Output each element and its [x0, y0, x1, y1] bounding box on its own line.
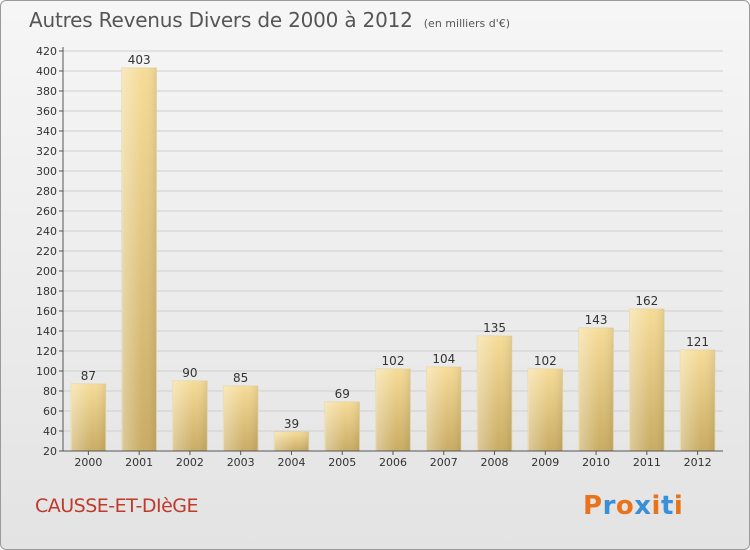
y-tick-label: 200 — [36, 265, 57, 278]
x-tick-label-2000: 2000 — [74, 456, 102, 469]
y-tick-label: 360 — [36, 105, 57, 118]
chart-title-row: Autres Revenus Divers de 2000 à 2012 (en… — [29, 8, 510, 32]
x-tick-label-2003: 2003 — [227, 456, 255, 469]
value-label-2004: 39 — [284, 417, 299, 431]
y-tick-label: 60 — [43, 405, 57, 418]
value-label-2012: 121 — [686, 335, 709, 349]
x-tick-label-2009: 2009 — [531, 456, 559, 469]
y-tick-label: 120 — [36, 345, 57, 358]
y-tick-label: 280 — [36, 185, 57, 198]
value-label-2001: 403 — [128, 53, 151, 67]
chart-title: Autres Revenus Divers de 2000 à 2012 — [29, 8, 413, 32]
value-label-2008: 135 — [483, 321, 506, 335]
chart-subtitle: (en milliers d'€) — [423, 17, 511, 30]
value-label-2010: 143 — [585, 313, 608, 327]
y-tick-label: 40 — [43, 425, 57, 438]
x-tick-label-2004: 2004 — [277, 456, 305, 469]
y-tick-label: 140 — [36, 325, 57, 338]
value-label-2011: 162 — [635, 294, 658, 308]
value-label-2000: 87 — [81, 369, 96, 383]
logo-letter: P — [583, 491, 603, 521]
y-tick-label: 80 — [43, 385, 57, 398]
y-tick-label: 180 — [36, 285, 57, 298]
value-label-2009: 102 — [534, 354, 557, 368]
logo-letter: r — [602, 491, 616, 521]
bar-shade-2006 — [375, 369, 411, 451]
y-tick-label: 420 — [36, 45, 57, 58]
logo-letter: t — [660, 491, 674, 521]
value-label-2003: 85 — [233, 371, 248, 385]
bar-shade-2000 — [71, 384, 106, 451]
y-tick-label: 260 — [36, 205, 57, 218]
x-tick-label-2005: 2005 — [328, 456, 356, 469]
x-tick-label-2010: 2010 — [582, 456, 610, 469]
y-tick-label: 400 — [36, 65, 57, 78]
x-tick-label-2011: 2011 — [633, 456, 661, 469]
logo-letter: o — [615, 491, 635, 521]
value-label-2007: 104 — [432, 352, 455, 366]
place-name: CAUSSE-ET-DIèGE — [35, 495, 199, 517]
y-tick-label: 220 — [36, 245, 57, 258]
proxiti-logo: Proxiti — [583, 491, 683, 521]
bar-shade-2010 — [578, 328, 614, 451]
x-tick-label-2008: 2008 — [481, 456, 509, 469]
y-tick-label: 100 — [36, 365, 57, 378]
value-label-2002: 90 — [182, 366, 197, 380]
y-tick-label: 320 — [36, 145, 57, 158]
logo-letter: i — [651, 491, 661, 521]
y-tick-label: 20 — [43, 445, 57, 458]
bar-shade-2007 — [426, 367, 462, 451]
x-tick-label-2002: 2002 — [176, 456, 204, 469]
y-tick-label: 340 — [36, 125, 57, 138]
bar-shade-2012 — [680, 350, 715, 451]
bar-shade-2001 — [121, 68, 157, 451]
x-tick-label-2007: 2007 — [430, 456, 458, 469]
value-label-2005: 69 — [335, 387, 350, 401]
bar-shade-2002 — [172, 381, 208, 451]
y-tick-label: 380 — [36, 85, 57, 98]
bar-shade-2004 — [274, 432, 309, 451]
y-tick-label: 240 — [36, 225, 57, 238]
y-tick-label: 300 — [36, 165, 57, 178]
value-label-2006: 102 — [382, 354, 405, 368]
logo-letter: x — [634, 491, 652, 521]
bar-shade-2003 — [223, 386, 258, 451]
bar-shade-2005 — [324, 402, 360, 451]
y-tick-label: 160 — [36, 305, 57, 318]
bar-shade-2008 — [477, 336, 512, 451]
x-tick-label-2001: 2001 — [125, 456, 153, 469]
bar-shade-2009 — [528, 369, 563, 451]
logo-letter: i — [673, 491, 684, 521]
x-tick-label-2006: 2006 — [379, 456, 407, 469]
bar-shade-2011 — [629, 309, 665, 451]
x-tick-label-2012: 2012 — [684, 456, 712, 469]
